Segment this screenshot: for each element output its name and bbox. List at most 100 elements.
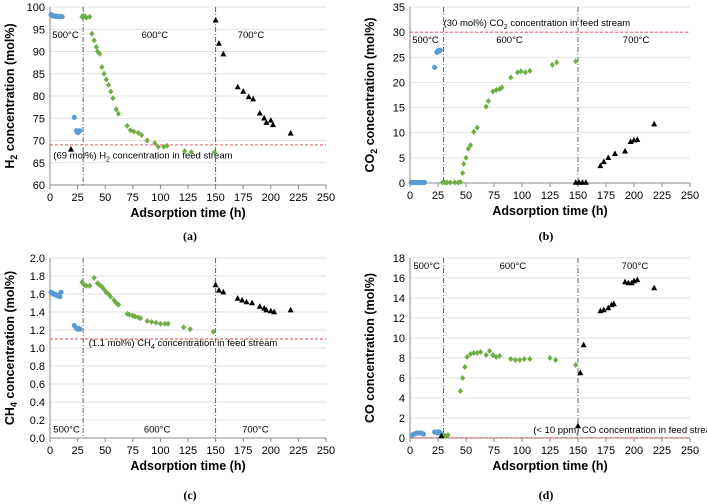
data-point	[220, 50, 227, 57]
y-tick-label: 18	[393, 253, 405, 265]
data-point	[508, 74, 514, 81]
data-point	[148, 318, 155, 325]
x-tick-label: 175	[234, 192, 252, 204]
x-tick-label: 250	[681, 190, 699, 202]
chart-panel-d: 0 2 4 6 8 10 12 14 16 18 0 25 50 75 100 125 150 175 200 225…	[363, 253, 707, 502]
x-tick-label: 125	[541, 445, 559, 457]
data-point	[83, 282, 90, 289]
y-tick-label: 2.0	[30, 253, 45, 265]
x-tick-label: 75	[127, 192, 139, 204]
x-tick-label: 50	[460, 445, 472, 457]
temperature-label: 600°C	[500, 261, 527, 272]
data-point	[622, 278, 629, 285]
data-point	[157, 320, 163, 327]
data-point	[108, 293, 114, 300]
data-point	[165, 320, 171, 327]
x-tick-label: 150	[206, 445, 224, 457]
y-tick-label: 85	[33, 69, 45, 81]
data-point	[452, 179, 458, 186]
feed-label-text-tail: concentration in feed stream	[508, 18, 631, 29]
data-point	[464, 354, 470, 360]
data-point	[600, 306, 607, 313]
y-tick-label: 10	[393, 128, 405, 140]
x-tick-label: 25	[432, 445, 444, 457]
y-tick-label: 14	[393, 293, 405, 305]
y-tick-label: 0.6	[30, 379, 45, 391]
y-tick-label: 8	[399, 353, 405, 365]
x-tick-label: 225	[653, 445, 671, 457]
y-tick-label: 60	[33, 180, 45, 192]
data-point	[447, 179, 453, 186]
feed-concentration-label: (< 10 ppm) CO concentration in feed stre…	[533, 425, 707, 436]
data-point	[91, 37, 97, 44]
y-label-text-tail: concentration (mol%)	[3, 23, 17, 154]
y-label-text: CO	[363, 153, 377, 172]
data-point	[103, 289, 109, 296]
data-point	[105, 81, 112, 88]
data-point	[651, 284, 658, 291]
y-label-subscript: 2	[369, 149, 379, 154]
data-point	[139, 132, 145, 139]
data-point	[101, 70, 107, 77]
data-point	[57, 294, 63, 300]
data-point	[271, 308, 278, 315]
data-point	[93, 44, 99, 51]
x-tick-label: 75	[127, 445, 139, 457]
data-point	[420, 431, 427, 437]
data-point	[256, 109, 263, 116]
y-tick-label: 0.2	[30, 415, 45, 427]
x-tick-label: 25	[432, 190, 444, 202]
data-point	[554, 59, 560, 66]
feed-label-text: (69 mol%) H	[53, 150, 106, 161]
temperature-label: 600°C	[144, 425, 171, 436]
data-point	[547, 355, 553, 361]
data-point	[124, 122, 130, 129]
data-point	[212, 16, 219, 23]
data-point	[180, 324, 187, 331]
data-point	[263, 306, 270, 313]
y-tick-label: 1.2	[30, 325, 45, 337]
data-point	[497, 85, 503, 92]
data-point	[527, 67, 533, 74]
data-point	[144, 137, 150, 144]
y-tick-label: 20	[393, 77, 405, 89]
data-point	[527, 356, 533, 362]
data-point	[467, 142, 474, 149]
data-point	[580, 341, 587, 348]
y-tick-label: 0.0	[30, 433, 45, 445]
temperature-label: 500°C	[413, 261, 440, 272]
data-point	[99, 283, 105, 290]
data-point	[438, 432, 445, 439]
data-point	[155, 143, 161, 150]
data-point	[267, 307, 274, 314]
x-axis-label: Adsorption time (h)	[492, 204, 607, 218]
panel-label: (c)	[183, 488, 196, 502]
data-point	[573, 58, 579, 65]
x-tick-label: 175	[597, 190, 615, 202]
x-tick-label: 175	[234, 445, 252, 457]
x-tick-label: 25	[71, 192, 83, 204]
data-point	[485, 98, 491, 105]
data-point	[521, 356, 527, 362]
feed-label-subscript: 4	[151, 344, 155, 351]
y-tick-label: 65	[33, 158, 45, 170]
data-point	[477, 349, 484, 355]
data-point	[261, 114, 268, 121]
data-point	[110, 95, 116, 102]
feed-concentration-label: (69 mol%) H2 concentration in feed strea…	[53, 150, 232, 163]
data-point	[471, 128, 477, 135]
data-point	[461, 160, 467, 167]
data-point	[493, 86, 499, 93]
data-point	[634, 276, 641, 283]
data-point	[108, 88, 114, 95]
x-tick-label: 125	[179, 445, 197, 457]
data-point	[517, 357, 523, 363]
x-tick-label: 175	[597, 445, 615, 457]
data-point	[97, 50, 103, 57]
data-point	[518, 68, 524, 75]
data-point	[99, 64, 105, 71]
data-point	[263, 119, 270, 125]
y-tick-label: 35	[393, 2, 405, 14]
data-point	[188, 149, 194, 156]
